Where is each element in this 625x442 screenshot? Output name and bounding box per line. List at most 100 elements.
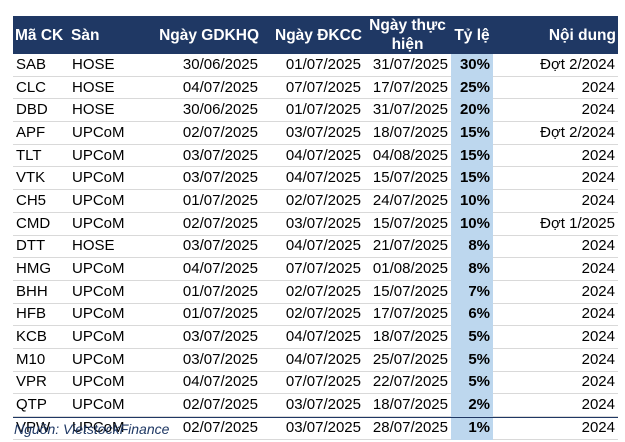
cell-rate: 15%	[451, 144, 493, 168]
table-row: HFB UPCoM 01/07/2025 02/07/2025 17/07/2025 6%…	[13, 303, 618, 327]
cell-pay-date: 01/08/2025	[364, 257, 451, 281]
cell-pay-date: 31/07/2025	[364, 98, 451, 123]
cell-ex-date: 03/07/2025	[143, 166, 261, 191]
cell-exchange: UPCoM	[69, 121, 143, 145]
cell-rate: 15%	[451, 166, 493, 191]
cell-record-date: 07/07/2025	[261, 257, 364, 281]
cell-ex-date: 02/07/2025	[143, 212, 261, 236]
cell-exchange: HOSE	[69, 235, 143, 259]
header-exchange: Sàn	[69, 16, 143, 54]
cell-rate: 5%	[451, 348, 493, 372]
cell-ticker: CLC	[13, 76, 69, 100]
cell-rate: 8%	[451, 235, 493, 259]
cell-record-date: 04/07/2025	[261, 235, 364, 259]
cell-rate: 6%	[451, 303, 493, 327]
table-row: CMD UPCoM 02/07/2025 03/07/2025 15/07/2025 10…	[13, 212, 618, 236]
bottom-divider	[13, 417, 618, 418]
cell-exchange: UPCoM	[69, 257, 143, 281]
cell-exchange: HOSE	[69, 54, 143, 77]
cell-pay-date: 04/08/2025	[364, 144, 451, 168]
cell-content: 2024	[493, 189, 618, 213]
cell-rate: 2%	[451, 393, 493, 417]
cell-ex-date: 30/06/2025	[143, 54, 261, 77]
cell-exchange: UPCoM	[69, 303, 143, 327]
header-row: Mã CK Sàn Ngày GDKHQ Ngày ĐKCC Ngày thực…	[13, 16, 618, 54]
cell-exchange: HOSE	[69, 76, 143, 100]
cell-record-date: 07/07/2025	[261, 371, 364, 395]
cell-exchange: HOSE	[69, 98, 143, 123]
cell-ex-date: 01/07/2025	[143, 303, 261, 327]
cell-pay-date: 15/07/2025	[364, 280, 451, 304]
cell-rate: 15%	[451, 121, 493, 145]
cell-pay-date: 31/07/2025	[364, 54, 451, 77]
cell-rate: 10%	[451, 189, 493, 213]
cell-rate: 20%	[451, 98, 493, 123]
cell-ticker: M10	[13, 348, 69, 372]
cell-record-date: 03/07/2025	[261, 393, 364, 417]
cell-content: 2024	[493, 416, 618, 440]
cell-content: 2024	[493, 144, 618, 168]
cell-ticker: BHH	[13, 280, 69, 304]
cell-rate: 25%	[451, 76, 493, 100]
cell-content: 2024	[493, 325, 618, 349]
cell-ticker: TLT	[13, 144, 69, 168]
cell-exchange: UPCoM	[69, 144, 143, 168]
cell-record-date: 03/07/2025	[261, 121, 364, 145]
cell-rate: 1%	[451, 416, 493, 440]
cell-rate: 5%	[451, 371, 493, 395]
table-row: KCB UPCoM 03/07/2025 04/07/2025 18/07/2025 5%…	[13, 325, 618, 349]
header-pay-date-line2: hiện	[391, 36, 424, 53]
cell-content: 2024	[493, 166, 618, 191]
cell-content: 2024	[493, 393, 618, 417]
cell-pay-date: 17/07/2025	[364, 76, 451, 100]
header-record-date: Ngày ĐKCC	[261, 16, 364, 54]
cell-record-date: 04/07/2025	[261, 348, 364, 372]
cell-content: Đợt 2/2024	[493, 121, 618, 145]
cell-exchange: UPCoM	[69, 416, 143, 440]
cell-pay-date: 24/07/2025	[364, 189, 451, 213]
table-row: CH5 UPCoM 01/07/2025 02/07/2025 24/07/2025 10…	[13, 189, 618, 213]
table-row: HMG UPCoM 04/07/2025 07/07/2025 01/08/2025 8%…	[13, 257, 618, 281]
cell-pay-date: 17/07/2025	[364, 303, 451, 327]
cell-exchange: UPCoM	[69, 280, 143, 304]
table-row: DTT HOSE 03/07/2025 04/07/2025 21/07/2025 8% 2…	[13, 235, 618, 259]
table-row: CLC HOSE 04/07/2025 07/07/2025 17/07/2025 25%…	[13, 76, 618, 100]
cell-record-date: 04/07/2025	[261, 166, 364, 191]
cell-record-date: 01/07/2025	[261, 54, 364, 77]
table-row: VPR UPCoM 04/07/2025 07/07/2025 22/07/2025 5%…	[13, 371, 618, 395]
cell-pay-date: 22/07/2025	[364, 371, 451, 395]
table-row: SAB HOSE 30/06/2025 01/07/2025 31/07/2025 30%…	[13, 54, 618, 77]
cell-ex-date: 02/07/2025	[143, 416, 261, 440]
cell-ticker: VTK	[13, 166, 69, 191]
cell-content: Đợt 2/2024	[493, 54, 618, 77]
cell-ticker: CH5	[13, 189, 69, 213]
cell-record-date: 04/07/2025	[261, 325, 364, 349]
cell-rate: 10%	[451, 212, 493, 236]
cell-exchange: UPCoM	[69, 325, 143, 349]
header-ex-date: Ngày GDKHQ	[143, 16, 261, 54]
cell-exchange: UPCoM	[69, 371, 143, 395]
header-pay-date-line1: Ngày thực	[369, 17, 446, 34]
cell-pay-date: 15/07/2025	[364, 212, 451, 236]
cell-ticker: KCB	[13, 325, 69, 349]
cell-exchange: UPCoM	[69, 212, 143, 236]
source-note: Nguồn: VietstockFinance	[14, 421, 170, 437]
table-row: DBD HOSE 30/06/2025 01/07/2025 31/07/2025 20%…	[13, 98, 618, 123]
cell-ex-date: 04/07/2025	[143, 257, 261, 281]
cell-ex-date: 03/07/2025	[143, 325, 261, 349]
cell-ticker: SAB	[13, 54, 69, 77]
cell-content: 2024	[493, 280, 618, 304]
cell-ticker: DTT	[13, 235, 69, 259]
cell-record-date: 07/07/2025	[261, 76, 364, 100]
cell-ex-date: 03/07/2025	[143, 348, 261, 372]
table-row: VPW UPCoM 02/07/2025 03/07/2025 28/07/2025 1%…	[13, 416, 618, 440]
header-ticker: Mã CK	[13, 16, 69, 54]
table-row: TLT UPCoM 03/07/2025 04/07/2025 04/08/2025 15…	[13, 144, 618, 168]
cell-ticker: CMD	[13, 212, 69, 236]
table-row: BHH UPCoM 01/07/2025 02/07/2025 15/07/2025 7%…	[13, 280, 618, 304]
cell-ticker: QTP	[13, 393, 69, 417]
header-content: Nội dung	[493, 16, 618, 54]
header-pay-date: Ngày thực hiện	[364, 16, 451, 54]
cell-content: Đợt 1/2025	[493, 212, 618, 236]
table-row: QTP UPCoM 02/07/2025 03/07/2025 18/07/2025 2%…	[13, 393, 618, 417]
